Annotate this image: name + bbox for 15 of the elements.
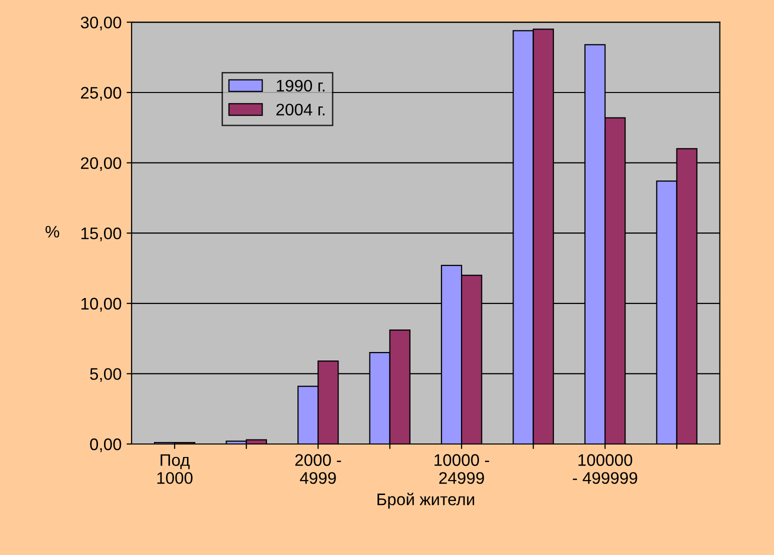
y-tick-label: 10,00 [81, 298, 122, 312]
x-tick-label: 10000 - 24999 [434, 454, 490, 484]
y-tick-label: 0,00 [90, 438, 122, 452]
legend-label: 2004 г. [276, 104, 324, 116]
y-tick-label: 30,00 [80, 16, 122, 30]
y-axis-title: % [46, 226, 60, 238]
legend-label: 1990 г. [276, 80, 324, 92]
x-axis-title: Брой жители [378, 492, 474, 509]
y-tick-label: 15,00 [81, 228, 122, 242]
x-tick-label: 100000 - 499999 [572, 454, 638, 484]
x-tick-label: 2000 - 4999 [295, 454, 341, 484]
y-tick-label: 5,00 [90, 368, 122, 382]
y-tick-label: 20,00 [80, 157, 122, 171]
y-tick-label: 25,00 [80, 86, 122, 101]
x-tick-label: Под 1000 [157, 454, 193, 484]
